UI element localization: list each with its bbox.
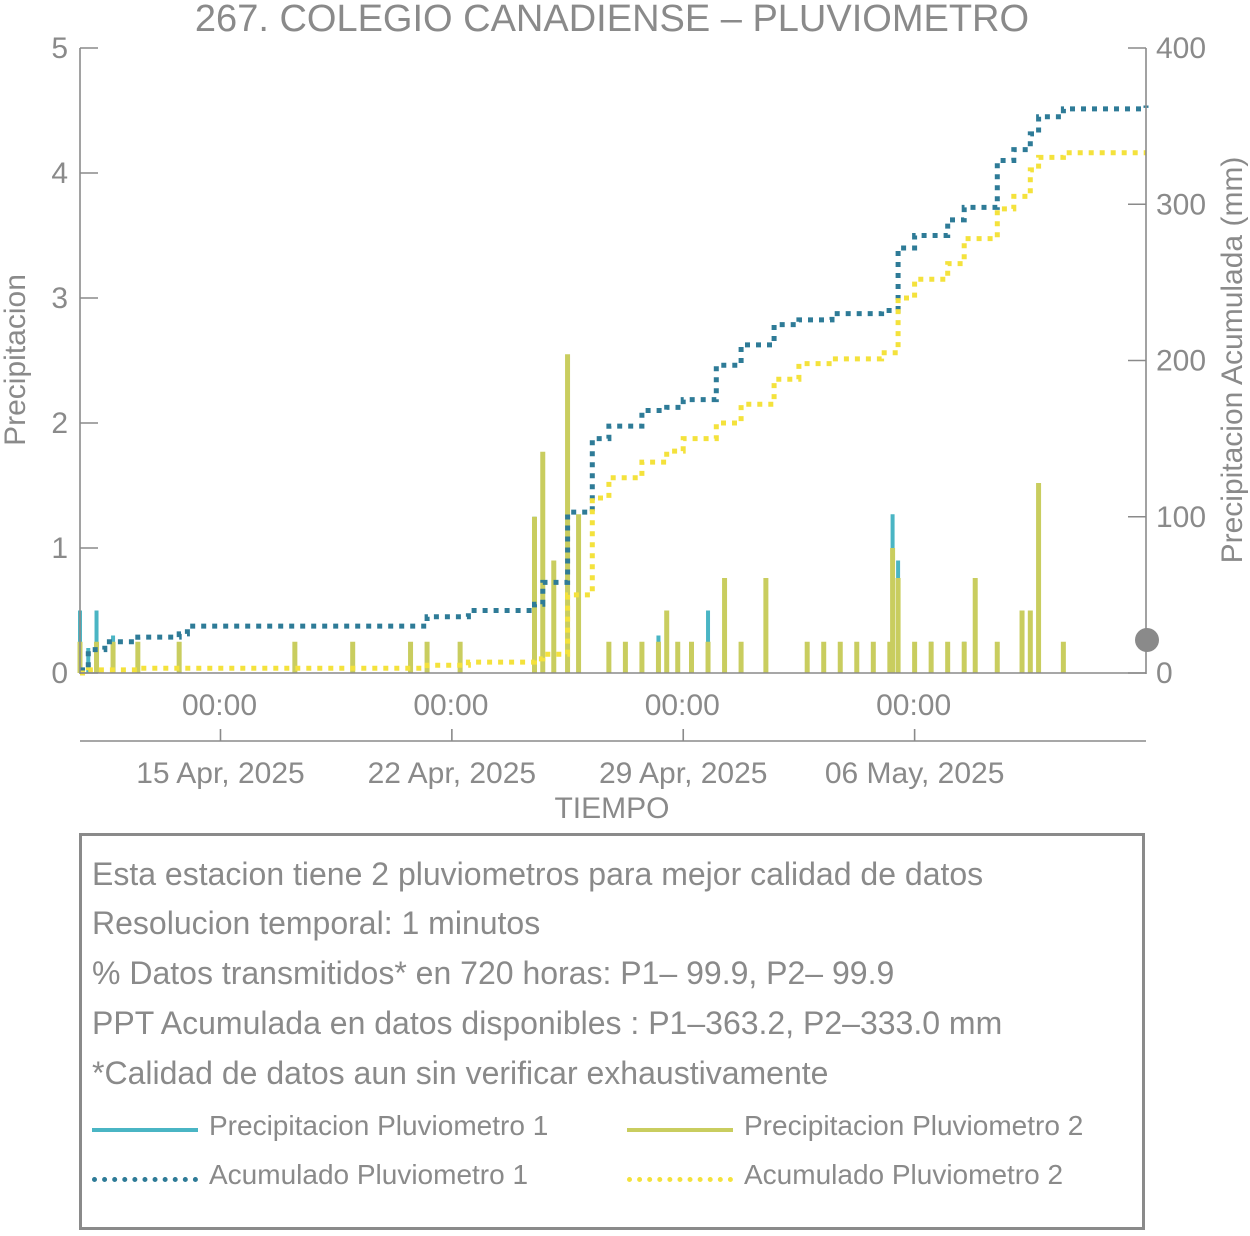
bar	[961, 641, 967, 673]
x-tick-time-label: 00:00	[645, 689, 720, 722]
bar	[551, 560, 557, 673]
legend-label: Acumulado Pluviometro 2	[744, 1159, 1064, 1190]
bar	[804, 641, 810, 673]
y-tick-label-left: 0	[51, 657, 68, 690]
y-tick-label-right: 100	[1156, 501, 1206, 534]
bar	[887, 641, 893, 673]
y-tick-label-left: 3	[51, 282, 68, 315]
bar	[176, 641, 182, 673]
bar	[639, 641, 645, 673]
note-line: PPT Acumulada en datos disponibles : P1–…	[92, 1005, 1003, 1041]
x-axis-label: TIEMPO	[554, 792, 669, 825]
bar	[408, 641, 414, 673]
note-line: % Datos transmitidos* en 720 horas: P1– …	[92, 955, 895, 991]
bar	[1060, 641, 1066, 673]
series-line	[80, 150, 1146, 676]
bar	[675, 641, 681, 673]
y-axis-label-left: Precipitacion	[0, 274, 32, 446]
bar	[350, 641, 356, 673]
p1-cumulative	[80, 105, 1149, 673]
bar	[722, 578, 728, 673]
bar	[912, 641, 918, 673]
bar	[424, 641, 430, 673]
bar	[890, 548, 896, 673]
y-tick-label-left: 1	[51, 532, 68, 565]
series-line	[80, 105, 1149, 673]
bar	[86, 648, 91, 673]
info-box: Esta estacion tiene 2 pluviometros para …	[79, 833, 1145, 1230]
legend-label: Acumulado Pluviometro 1	[209, 1159, 529, 1190]
bar	[540, 451, 546, 673]
bar	[1027, 610, 1033, 673]
x-tick-date-label: 06 May, 2025	[825, 757, 1005, 790]
bar	[457, 641, 463, 673]
rain-chart: 267. COLEGIO CANADIENSE – PLUVIOMETRO 0 1…	[0, 0, 1249, 825]
legend-swatch-dotted-blue	[92, 1177, 198, 1182]
y-tick-label-left: 4	[51, 157, 68, 190]
end-marker	[1135, 628, 1159, 652]
legend-swatch-dotted-yellow	[627, 1177, 733, 1182]
bar	[1019, 610, 1025, 673]
bar	[821, 641, 827, 673]
bar	[738, 641, 744, 673]
x-tick-time-label: 00:00	[413, 689, 488, 722]
bar	[606, 641, 612, 673]
note-line: Esta estacion tiene 2 pluviometros para …	[92, 856, 984, 892]
bar	[689, 641, 695, 673]
bar	[565, 354, 571, 673]
bar	[531, 516, 537, 673]
y-axis-label-right: Precipitacion Acumulada (mm)	[1216, 157, 1249, 564]
bar	[1036, 483, 1042, 673]
y-tick-label-right: 300	[1156, 188, 1206, 221]
bar	[895, 578, 901, 673]
note-line: *Calidad de datos aun sin verificar exha…	[92, 1055, 829, 1091]
y-tick-label-right: 0	[1156, 657, 1173, 690]
x-tick-date-label: 15 Apr, 2025	[136, 757, 305, 790]
x-tick-time-label: 00:00	[182, 689, 257, 722]
bar	[622, 641, 628, 673]
legend-label: Precipitacion Pluviometro 1	[209, 1110, 549, 1141]
bar	[837, 641, 843, 673]
y-tick-label-left: 2	[51, 407, 68, 440]
legend-swatch-solid-teal	[92, 1128, 198, 1132]
y-tick-label-right: 200	[1156, 345, 1206, 378]
bar	[135, 641, 141, 673]
x-tick-date-label: 22 Apr, 2025	[368, 757, 537, 790]
bar	[292, 641, 298, 673]
bar	[870, 641, 876, 673]
p2-cumulative	[80, 150, 1146, 676]
x-tick-time-label: 00:00	[876, 689, 951, 722]
bar	[763, 578, 769, 673]
bar	[928, 641, 934, 673]
bar	[945, 641, 951, 673]
x-tick-date-label: 29 Apr, 2025	[599, 757, 768, 790]
bar	[110, 641, 116, 673]
bar	[994, 641, 1000, 673]
bar	[664, 610, 670, 673]
y-tick-label-right: 400	[1156, 32, 1206, 65]
legend-label: Precipitacion Pluviometro 2	[744, 1110, 1084, 1141]
note-line: Resolucion temporal: 1 minutos	[92, 905, 541, 941]
bar	[705, 641, 711, 673]
legend-swatch-solid-olive	[627, 1128, 733, 1132]
p2-bars	[77, 354, 1066, 673]
bar	[972, 578, 978, 673]
chart-title: 267. COLEGIO CANADIENSE – PLUVIOMETRO	[195, 0, 1029, 40]
bar	[655, 641, 661, 673]
bar	[854, 641, 860, 673]
y-tick-label-left: 5	[51, 32, 68, 65]
bar	[94, 641, 100, 673]
